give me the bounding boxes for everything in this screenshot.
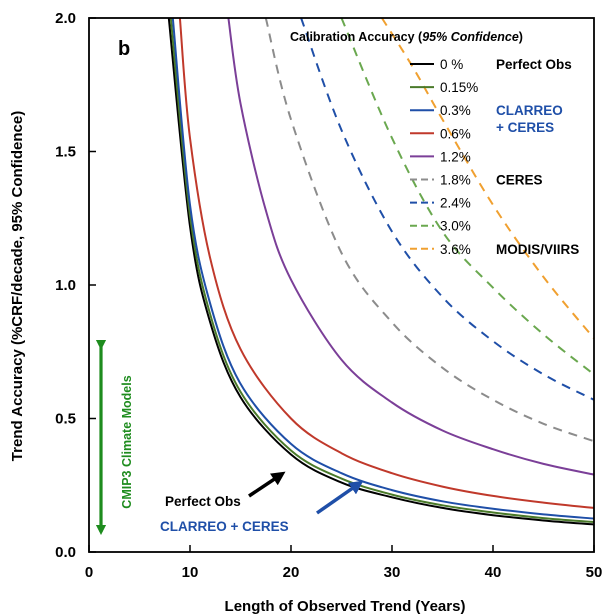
series-line-1 [169,17,595,524]
y-tick-label: 1.0 [55,277,76,294]
legend: 0 % Perfect Obs 0.15% 0.3% CLARREO + CERES 0.6… [410,57,579,257]
cmip3-label: CMIP3 Climate Models [120,375,134,508]
x-tick-label: 0 [85,564,93,581]
legend-label-0: 0 % [440,57,463,72]
y-tick-label: 2.0 [55,10,76,27]
y-axis-label: Trend Accuracy (%CRF/decade, 95% Confide… [9,111,26,461]
legend-title-italic: 95% Confidence [422,30,519,44]
axis-ticks: 0 10 20 30 40 50 0.0 0.5 1.0 1.5 2.0 [55,10,602,581]
legend-label-7: 3.0% [440,219,471,234]
series-line-7 [340,17,595,376]
series-line-5 [264,17,595,443]
legend-title-text: Calibration Accuracy ( [290,30,423,44]
legend-label-1: 0.15% [440,80,478,95]
y-tick-label: 0.5 [55,411,76,428]
x-tick-label: 50 [586,564,603,581]
annotation-clarreo-ceres-arrow [315,480,364,515]
x-tick-label: 20 [283,564,300,581]
legend-group-label-2: + CERES [496,120,554,135]
x-tick-label: 40 [485,564,502,581]
legend-group-label-5: CERES [496,173,543,188]
legend-label-6: 2.4% [440,196,471,211]
x-tick-label: 30 [384,564,401,581]
legend-label-2: 0.3% [440,103,471,118]
annotation-clarreo-ceres: CLARREO + CERES [160,519,289,534]
legend-group-label-0: Perfect Obs [496,57,572,72]
legend-label-3: 0.6% [440,126,471,141]
series-line-3 [178,17,595,509]
series-line-0 [167,17,595,526]
series-line-4 [227,17,595,476]
legend-group-label-8: MODIS/VIIRS [496,242,579,257]
series-line-6 [300,17,595,401]
series-line-2 [171,17,595,520]
legend-title-close: ) [519,30,523,44]
plot-frame [88,17,595,553]
annotation-perfect-obs-arrow [248,471,286,498]
legend-label-5: 1.8% [440,173,471,188]
y-tick-label: 0.0 [55,544,76,561]
legend-label-8: 3.6% [440,242,471,257]
x-axis-label: Length of Observed Trend (Years) [225,598,466,614]
series-curves [167,17,595,526]
legend-title: Calibration Accuracy (95% Confidence) [290,30,523,44]
x-tick-label: 10 [182,564,199,581]
legend-label-4: 1.2% [440,149,471,164]
legend-group-label-2: CLARREO [496,103,563,118]
y-tick-label: 1.5 [55,144,76,161]
annotation-perfect-obs: Perfect Obs [165,494,241,509]
series-line-8 [381,17,595,340]
panel-label: b [118,38,130,60]
